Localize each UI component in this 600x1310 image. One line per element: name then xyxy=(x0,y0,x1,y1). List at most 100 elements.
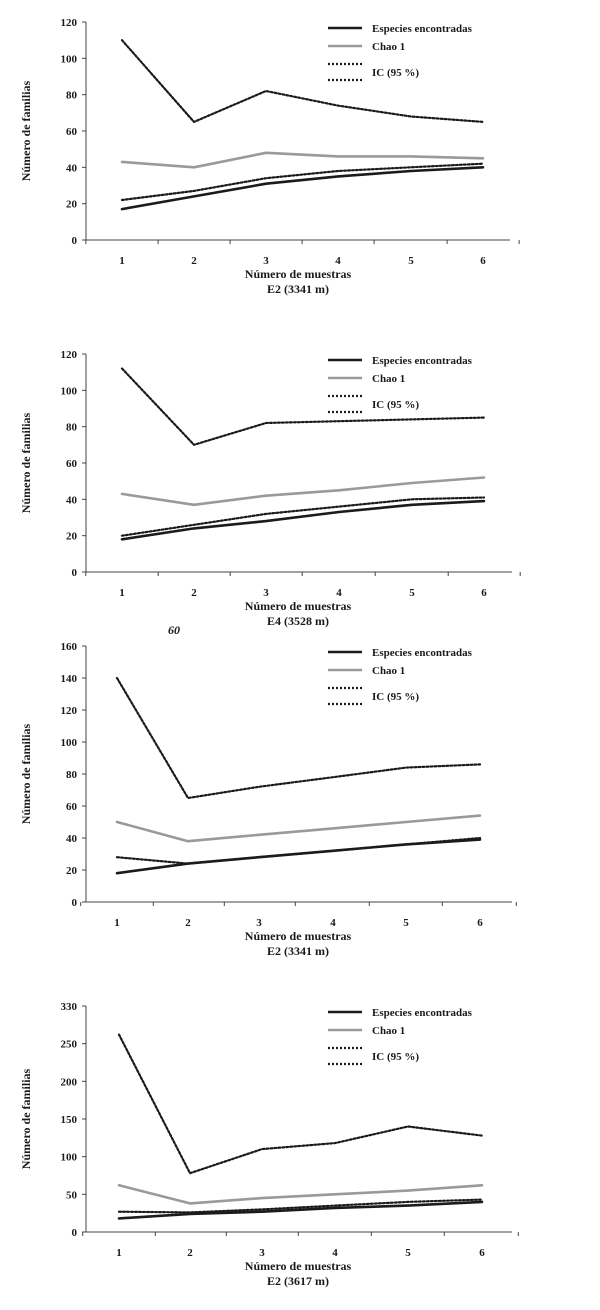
legend: Especies encontradas Chao 1 IC (95 %) xyxy=(328,1007,473,1066)
y-tick-label: 120 xyxy=(61,705,78,717)
legend-label-ic: IC (95 %) xyxy=(372,67,419,79)
x-tick-label: 4 xyxy=(330,917,336,929)
y-tick-label: 120 xyxy=(61,349,78,361)
x-axis-label: Número de muestras xyxy=(245,1259,352,1273)
x-tick-label: 3 xyxy=(263,255,269,267)
y-tick-label: 330 xyxy=(61,1001,78,1013)
y-tick-label: 200 xyxy=(61,1076,78,1088)
y-axis-label: Número de familias xyxy=(19,80,33,181)
x-tick-label: 1 xyxy=(119,587,125,599)
legend: Especies encontradas Chao 1 IC (95 %) xyxy=(328,647,473,706)
x-tick-label: 6 xyxy=(479,1247,485,1259)
y-tick-label: 80 xyxy=(66,769,78,781)
y-tick-label: 0 xyxy=(72,567,78,579)
x-axis-label: Número de muestras xyxy=(245,599,352,613)
chart-caption: E2 (3341 m) xyxy=(267,944,329,958)
legend-label-chao1: Chao 1 xyxy=(372,41,405,53)
y-tick-label: 100 xyxy=(61,385,78,397)
x-tick-label: 1 xyxy=(119,255,125,267)
x-tick-label: 3 xyxy=(259,1247,265,1259)
y-tick-label: 0 xyxy=(72,1227,78,1239)
y-tick-label: 140 xyxy=(61,673,78,685)
legend-label-chao1: Chao 1 xyxy=(372,665,405,677)
page-number: 60 xyxy=(168,623,180,637)
series-line-3 xyxy=(117,1198,484,1214)
series-line-2 xyxy=(115,814,482,843)
chart-caption: E2 (3617 m) xyxy=(267,1274,329,1288)
legend-label-especies: Especies encontradas xyxy=(372,647,473,659)
y-tick-label: 40 xyxy=(66,494,78,506)
y-tick-label: 60 xyxy=(66,126,78,138)
chart-caption: E4 (3528 m) xyxy=(267,614,329,628)
legend-label-chao1: Chao 1 xyxy=(372,1025,405,1037)
legend-label-especies: Especies encontradas xyxy=(372,1007,473,1019)
legend: Especies encontradas Chao 1 IC (95 %) xyxy=(328,355,473,414)
chart-panel-1: 0 20 40 60 80 100 120 1 2 3 4 5 6 Número de muestrasE… xyxy=(19,17,520,296)
series-line-2 xyxy=(120,476,486,507)
y-tick-label: 40 xyxy=(66,162,78,174)
series-line-1 xyxy=(120,166,485,211)
x-tick-label: 4 xyxy=(332,1247,338,1259)
x-tick-label: 5 xyxy=(403,917,409,929)
y-axis-label: Número de familias xyxy=(19,412,33,513)
y-tick-label: 150 xyxy=(61,1114,78,1126)
series-line-3 xyxy=(120,496,486,537)
x-tick-label: 1 xyxy=(114,917,120,929)
series-line-4 xyxy=(120,39,485,124)
x-tick-label: 3 xyxy=(263,587,269,599)
y-tick-label: 100 xyxy=(61,737,78,749)
x-tick-label: 5 xyxy=(405,1247,411,1259)
legend-label-ic: IC (95 %) xyxy=(372,399,419,411)
series-line-3 xyxy=(120,162,485,202)
y-tick-label: 120 xyxy=(61,17,78,29)
y-tick-label: 0 xyxy=(72,897,78,909)
legend-label-chao1: Chao 1 xyxy=(372,373,405,385)
y-tick-label: 20 xyxy=(66,531,78,543)
y-tick-label: 60 xyxy=(66,801,78,813)
series-line-1 xyxy=(117,1200,484,1220)
y-tick-label: 20 xyxy=(66,199,78,211)
legend-label-ic: IC (95 %) xyxy=(372,691,419,703)
chart-panel-4: 0 50 100 150 200 250 330 1 2 3 4 5 6 Número de muestr… xyxy=(19,1001,519,1288)
y-tick-label: 80 xyxy=(66,90,78,102)
x-tick-label: 1 xyxy=(116,1247,122,1259)
chart-caption: E2 (3341 m) xyxy=(267,282,329,296)
series-line-4 xyxy=(120,367,486,446)
y-tick-label: 0 xyxy=(72,235,78,247)
x-tick-label: 2 xyxy=(191,255,197,267)
x-tick-label: 6 xyxy=(477,917,483,929)
x-tick-label: 4 xyxy=(335,255,341,267)
series-line-2 xyxy=(120,151,485,169)
x-tick-label: 2 xyxy=(185,917,191,929)
chart-panel-3: 0 20 40 60 80 100 120 140 160 1 2 3 4 5 6 Número de mue… xyxy=(19,641,517,958)
y-tick-label: 20 xyxy=(66,865,78,877)
x-tick-label: 5 xyxy=(409,587,415,599)
series-line-1 xyxy=(120,499,486,541)
x-tick-label: 2 xyxy=(191,587,197,599)
x-tick-label: 6 xyxy=(480,255,486,267)
y-tick-label: 40 xyxy=(66,833,78,845)
x-tick-label: 6 xyxy=(481,587,487,599)
x-tick-label: 2 xyxy=(187,1247,193,1259)
x-tick-label: 5 xyxy=(408,255,414,267)
y-axis-label: Número de familias xyxy=(19,1068,33,1169)
series-line-1 xyxy=(115,838,482,875)
legend: Especies encontradas Chao 1 IC (95 %) xyxy=(328,23,473,82)
y-tick-label: 80 xyxy=(66,422,78,434)
legend-label-especies: Especies encontradas xyxy=(372,355,473,367)
series-line-4 xyxy=(117,1033,484,1175)
series-line-3 xyxy=(115,836,482,865)
y-axis-label: Número de familias xyxy=(19,723,33,824)
series-line-4 xyxy=(115,676,482,800)
x-axis-label: Número de muestras xyxy=(245,267,352,281)
y-tick-label: 250 xyxy=(61,1039,78,1051)
y-tick-label: 100 xyxy=(61,53,78,65)
y-tick-label: 60 xyxy=(66,458,78,470)
y-tick-label: 50 xyxy=(66,1189,78,1201)
legend-label-ic: IC (95 %) xyxy=(372,1051,419,1063)
y-tick-label: 100 xyxy=(61,1152,78,1164)
series-line-2 xyxy=(117,1184,484,1205)
x-tick-label: 4 xyxy=(336,587,342,599)
